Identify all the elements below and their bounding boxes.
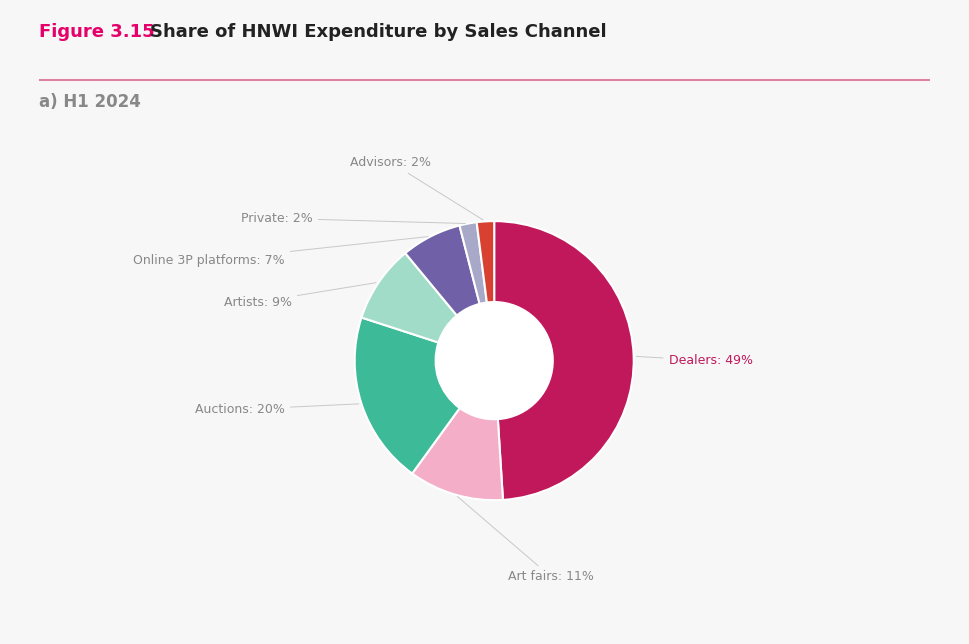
Text: Art fairs: 11%: Art fairs: 11% xyxy=(457,497,594,583)
Text: Dealers: 49%: Dealers: 49% xyxy=(637,354,753,367)
Text: Artists: 9%: Artists: 9% xyxy=(224,283,376,308)
Text: Share of HNWI Expenditure by Sales Channel: Share of HNWI Expenditure by Sales Chann… xyxy=(150,23,607,41)
Wedge shape xyxy=(477,221,494,303)
Text: Figure 3.15: Figure 3.15 xyxy=(39,23,154,41)
Wedge shape xyxy=(361,253,456,343)
Circle shape xyxy=(436,302,552,419)
Text: Private: 2%: Private: 2% xyxy=(241,212,465,225)
Wedge shape xyxy=(494,221,634,500)
Wedge shape xyxy=(355,317,459,473)
Wedge shape xyxy=(405,225,480,316)
Text: a) H1 2024: a) H1 2024 xyxy=(39,93,141,111)
Wedge shape xyxy=(412,408,503,500)
Text: Online 3P platforms: 7%: Online 3P platforms: 7% xyxy=(134,236,428,267)
Text: Auctions: 20%: Auctions: 20% xyxy=(195,403,359,416)
Wedge shape xyxy=(459,222,486,304)
Text: Advisors: 2%: Advisors: 2% xyxy=(351,156,484,220)
